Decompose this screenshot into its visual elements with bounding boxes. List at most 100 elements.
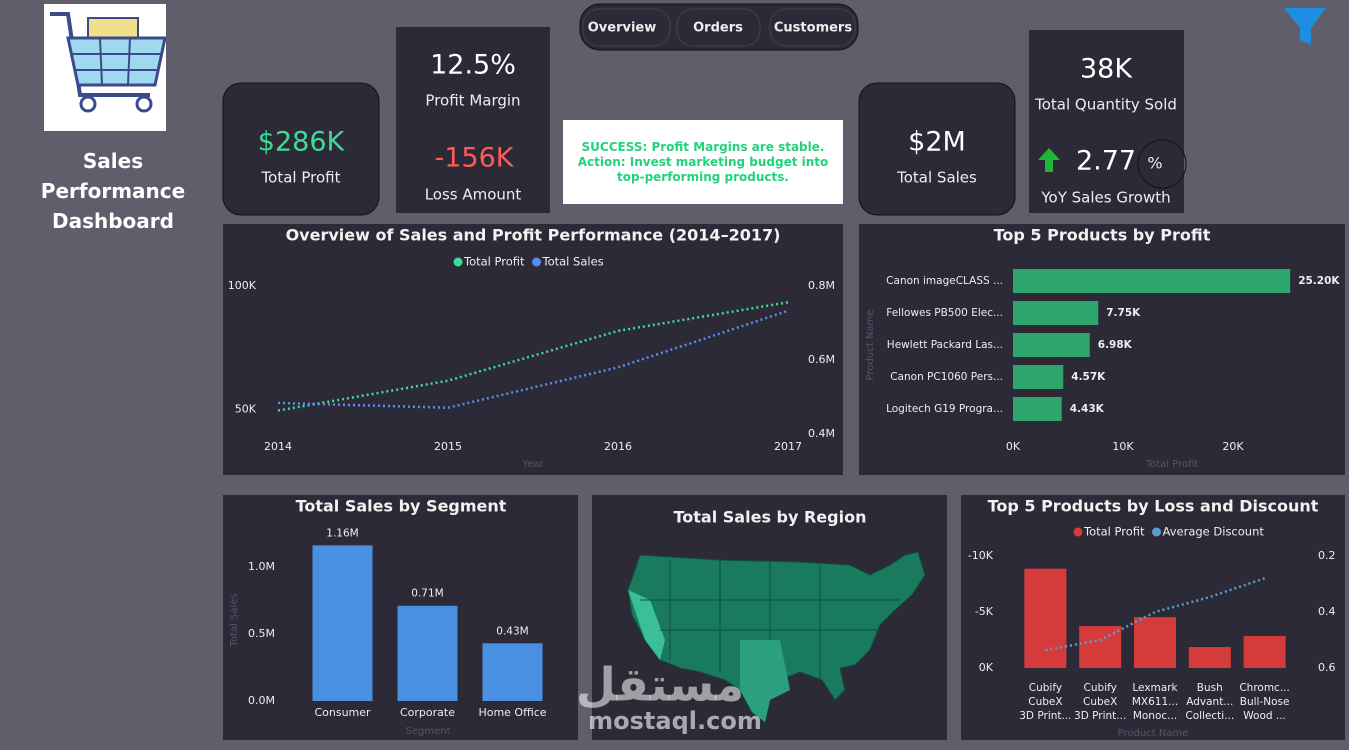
bar <box>1013 397 1062 421</box>
alert-text: SUCCESS: Profit Margins are stable. Acti… <box>577 140 829 184</box>
bar <box>1024 568 1067 668</box>
data-label: 1.16M <box>326 527 358 539</box>
up-arrow <box>1038 148 1060 172</box>
x-tick-label: Cubify CubeX 3D Print... <box>1074 682 1126 722</box>
charts: Overview of Sales and Profit Performance… <box>228 226 1341 740</box>
y-tick-label: -5K <box>975 605 994 618</box>
x-tick-label: Chromc... Bull-Nose Wood ... <box>1239 682 1290 722</box>
us-map <box>627 551 926 723</box>
bar <box>1013 365 1064 389</box>
y-tick-label: 0.0M <box>248 694 275 707</box>
y-tick-label: 0.6M <box>808 353 835 366</box>
y-tick-label: 0.5M <box>248 627 275 640</box>
kpi-card <box>1029 120 1184 213</box>
alert-box <box>563 120 843 204</box>
x-tick-label: Cubify CubeX 3D Print... <box>1019 682 1071 722</box>
kpi-card <box>858 82 1016 216</box>
kpi-value: $2M <box>908 127 966 158</box>
x-tick-label: 2014 <box>264 440 292 453</box>
kpi-label: YoY Sales Growth <box>1040 189 1170 207</box>
bar <box>1013 333 1090 357</box>
y-tick-label: 0K <box>979 661 994 674</box>
y-tick-label: 0.6 <box>1318 661 1336 674</box>
axis-title: Segment <box>406 726 451 737</box>
kpi-card <box>396 117 550 213</box>
kpi-value: -156K <box>435 143 515 174</box>
y-tick-label: 1.0M <box>248 560 275 573</box>
y-tick-label: Fellowes PB500 Elec... <box>886 307 1003 319</box>
dashboard-title: Sales Performance Dashboard <box>40 149 186 233</box>
y-tick-label: 0.4M <box>808 427 835 440</box>
series-line <box>277 309 789 409</box>
x-tick-label: 2015 <box>434 440 462 453</box>
nav-button[interactable] <box>769 8 856 47</box>
kpi-label: Profit Margin <box>425 92 520 110</box>
legend-marker <box>453 257 463 267</box>
kpi-card <box>396 27 550 117</box>
kpi-value: 2.77 <box>1076 146 1136 177</box>
legend-label: Total Sales <box>542 255 604 269</box>
y-tick-label: Hewlett Packard Las... <box>887 339 1003 351</box>
bar <box>1013 269 1291 293</box>
x-tick-label: 20K <box>1222 440 1244 453</box>
nav-button[interactable] <box>582 8 671 47</box>
kpi-label: Loss Amount <box>425 186 522 204</box>
watermark: mostaql.com <box>588 707 762 735</box>
data-label: 0.71M <box>411 588 443 600</box>
axis-title: Product Name <box>1118 728 1189 739</box>
axis-title: Total Sales <box>229 593 240 647</box>
unit-circle <box>1137 139 1187 189</box>
kpi-value: 12.5% <box>430 50 516 81</box>
data-label: 4.43K <box>1070 403 1105 415</box>
chart-title: Total Sales by Region <box>674 508 867 527</box>
x-tick-label: Lexmark MX611... Monoc... <box>1132 682 1179 722</box>
axis-title: Year <box>521 459 544 470</box>
legend-marker <box>532 257 542 267</box>
bar <box>1134 617 1176 668</box>
y-tick-label: Canon imageCLASS ... <box>886 275 1003 287</box>
legend-label: Total Profit <box>463 255 525 269</box>
nav-label[interactable]: Overview <box>588 21 657 36</box>
nav-buttons: Overview Orders Customers <box>582 8 856 47</box>
y-tick-label: 100K <box>228 279 257 292</box>
legend-label: Total Profit <box>1083 525 1145 539</box>
bar <box>397 605 458 701</box>
bar <box>1013 301 1099 325</box>
chart-title: Top 5 Products by Loss and Discount <box>988 497 1319 516</box>
kpi-card <box>222 82 380 216</box>
nav-label[interactable]: Customers <box>774 21 852 36</box>
y-tick-label: Canon PC1060 Pers... <box>890 371 1003 383</box>
x-tick-label: Corporate <box>400 706 455 719</box>
kpi-value: $286K <box>258 127 346 158</box>
filter-icon[interactable] <box>1284 8 1326 45</box>
nav-label[interactable]: Orders <box>693 21 743 36</box>
kpi-label: Total Quantity Sold <box>1034 96 1177 114</box>
axis-title: Total Profit <box>1145 459 1199 470</box>
series-line <box>277 301 789 412</box>
y-tick-label: 0.8M <box>808 279 835 292</box>
nav-button[interactable] <box>676 8 761 47</box>
data-label: 0.43M <box>496 625 528 637</box>
x-tick-label: 10K <box>1112 440 1134 453</box>
legend-marker <box>1152 527 1162 537</box>
bar <box>482 643 543 701</box>
bar <box>1079 626 1122 668</box>
data-label: 7.75K <box>1106 307 1141 319</box>
chart-title: Total Sales by Segment <box>296 497 507 516</box>
x-tick-label: 0K <box>1006 440 1021 453</box>
cart-icon <box>50 12 167 113</box>
y-tick-label: 0.2 <box>1318 549 1336 562</box>
x-tick-label: 2016 <box>604 440 632 453</box>
kpi-unit: % <box>1147 154 1162 173</box>
x-tick-label: Consumer <box>314 706 371 719</box>
data-label: 25.20K <box>1298 275 1340 287</box>
chart-title: Top 5 Products by Profit <box>994 226 1211 245</box>
legend-marker <box>1073 527 1083 537</box>
bar <box>312 545 373 701</box>
bar <box>1243 636 1286 668</box>
kpi-label: Total Profit <box>261 169 341 187</box>
data-label: 6.98K <box>1098 339 1133 351</box>
panel <box>223 224 843 475</box>
